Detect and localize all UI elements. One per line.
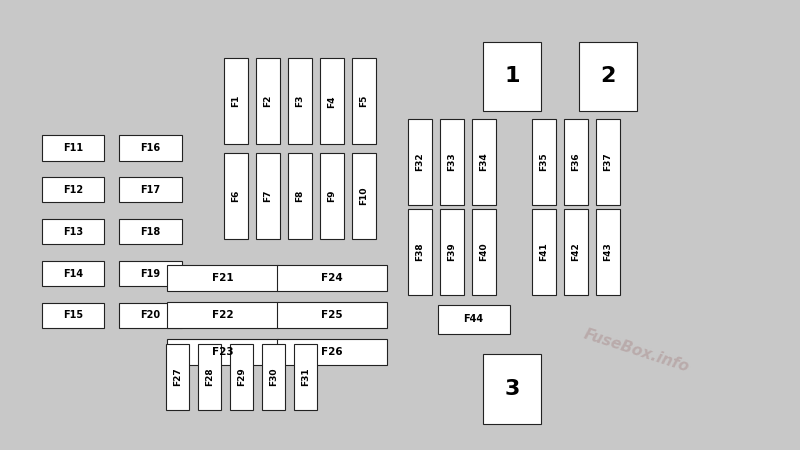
FancyBboxPatch shape: [564, 209, 588, 295]
Text: F17: F17: [140, 185, 161, 195]
Text: F40: F40: [479, 243, 489, 261]
FancyBboxPatch shape: [167, 339, 278, 365]
FancyBboxPatch shape: [277, 339, 387, 365]
FancyBboxPatch shape: [472, 209, 496, 295]
FancyBboxPatch shape: [596, 209, 620, 295]
FancyBboxPatch shape: [119, 261, 182, 286]
Text: F1: F1: [231, 95, 241, 108]
FancyBboxPatch shape: [288, 153, 312, 238]
Text: F24: F24: [321, 273, 343, 283]
Text: F26: F26: [321, 347, 343, 357]
FancyBboxPatch shape: [119, 177, 182, 202]
FancyBboxPatch shape: [294, 345, 317, 410]
FancyBboxPatch shape: [198, 345, 221, 410]
FancyBboxPatch shape: [256, 153, 280, 238]
Text: F38: F38: [415, 243, 425, 261]
Text: F34: F34: [479, 153, 489, 171]
Text: F39: F39: [447, 243, 457, 261]
FancyBboxPatch shape: [408, 209, 432, 295]
FancyBboxPatch shape: [42, 303, 104, 328]
FancyBboxPatch shape: [352, 153, 376, 238]
Text: F41: F41: [539, 243, 549, 261]
FancyBboxPatch shape: [167, 265, 278, 291]
Text: F36: F36: [571, 153, 581, 171]
Text: F21: F21: [211, 273, 234, 283]
FancyBboxPatch shape: [42, 261, 104, 286]
Text: 2: 2: [600, 67, 616, 86]
Text: F27: F27: [173, 368, 182, 387]
Text: F37: F37: [603, 153, 613, 171]
Text: F18: F18: [140, 227, 161, 237]
Text: F23: F23: [211, 347, 234, 357]
Text: F4: F4: [327, 95, 337, 108]
Text: F2: F2: [263, 95, 273, 108]
FancyBboxPatch shape: [277, 265, 387, 291]
FancyBboxPatch shape: [564, 119, 588, 205]
FancyBboxPatch shape: [262, 345, 285, 410]
FancyBboxPatch shape: [230, 345, 253, 410]
FancyBboxPatch shape: [224, 58, 248, 144]
FancyBboxPatch shape: [166, 345, 189, 410]
FancyBboxPatch shape: [42, 219, 104, 244]
Text: F32: F32: [415, 153, 425, 171]
FancyBboxPatch shape: [532, 209, 556, 295]
FancyBboxPatch shape: [352, 58, 376, 144]
FancyBboxPatch shape: [42, 135, 104, 161]
Text: F35: F35: [539, 153, 549, 171]
Text: F3: F3: [295, 95, 305, 108]
Text: F13: F13: [62, 227, 83, 237]
Text: F28: F28: [205, 368, 214, 387]
Text: 1: 1: [504, 67, 520, 86]
Text: F8: F8: [295, 189, 305, 202]
FancyBboxPatch shape: [483, 42, 541, 112]
Text: FuseBox.info: FuseBox.info: [582, 327, 690, 375]
Text: F31: F31: [301, 368, 310, 387]
Text: F29: F29: [237, 368, 246, 387]
FancyBboxPatch shape: [288, 58, 312, 144]
FancyBboxPatch shape: [483, 355, 541, 424]
Text: F20: F20: [140, 310, 161, 320]
Text: F22: F22: [211, 310, 234, 320]
FancyBboxPatch shape: [440, 119, 464, 205]
Text: F42: F42: [571, 243, 581, 261]
Text: F15: F15: [62, 310, 83, 320]
FancyBboxPatch shape: [119, 135, 182, 161]
FancyBboxPatch shape: [42, 177, 104, 202]
Text: F44: F44: [463, 315, 484, 324]
Text: F7: F7: [263, 189, 273, 202]
FancyBboxPatch shape: [320, 58, 344, 144]
FancyBboxPatch shape: [119, 219, 182, 244]
Text: F16: F16: [140, 143, 161, 153]
Text: F6: F6: [231, 189, 241, 202]
Text: F12: F12: [62, 185, 83, 195]
FancyBboxPatch shape: [119, 303, 182, 328]
Text: F19: F19: [140, 269, 161, 279]
FancyBboxPatch shape: [320, 153, 344, 238]
Text: F9: F9: [327, 189, 337, 202]
Text: F5: F5: [359, 95, 369, 108]
FancyBboxPatch shape: [472, 119, 496, 205]
FancyBboxPatch shape: [532, 119, 556, 205]
Text: F25: F25: [321, 310, 343, 320]
Text: F10: F10: [359, 186, 369, 205]
Text: F11: F11: [62, 143, 83, 153]
Text: 3: 3: [504, 379, 520, 399]
Text: F30: F30: [269, 368, 278, 387]
FancyBboxPatch shape: [438, 305, 510, 334]
Text: F33: F33: [447, 153, 457, 171]
Text: F14: F14: [62, 269, 83, 279]
FancyBboxPatch shape: [256, 58, 280, 144]
FancyBboxPatch shape: [277, 302, 387, 328]
Text: F43: F43: [603, 243, 613, 261]
FancyBboxPatch shape: [408, 119, 432, 205]
FancyBboxPatch shape: [224, 153, 248, 238]
FancyBboxPatch shape: [440, 209, 464, 295]
FancyBboxPatch shape: [596, 119, 620, 205]
FancyBboxPatch shape: [579, 42, 637, 112]
FancyBboxPatch shape: [167, 302, 278, 328]
